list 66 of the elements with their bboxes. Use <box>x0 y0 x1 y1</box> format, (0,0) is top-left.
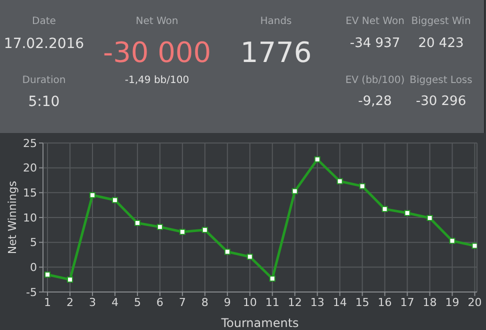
x-tick-label: 15 <box>355 296 370 309</box>
y-tick-label: 10 <box>23 211 37 224</box>
text: -9,28 <box>357 94 393 110</box>
y-tick-label: 15 <box>23 186 37 200</box>
point <box>202 226 208 233</box>
x-tick-label: 19 <box>445 296 460 309</box>
text: 20 423 <box>417 36 465 52</box>
point <box>472 242 477 249</box>
x-tick-label: 14 <box>332 296 347 309</box>
x-tick-label: 16 <box>378 296 392 309</box>
point <box>66 276 73 283</box>
text: -30 296 <box>414 94 468 110</box>
text: EV (bb/100) <box>344 75 406 87</box>
x-tick-label: 5 <box>134 296 141 309</box>
x-tick-label: 3 <box>88 296 96 309</box>
text: 17.02.2016 <box>4 36 84 52</box>
text: -1,49 bb/100 <box>124 75 190 87</box>
x-tick-label: 2 <box>66 296 74 309</box>
x-tick-label: 17 <box>400 296 414 309</box>
point <box>89 192 96 198</box>
point <box>426 214 433 221</box>
point <box>134 220 140 226</box>
x-tick-label: 12 <box>288 296 302 309</box>
point <box>269 276 276 282</box>
point <box>246 254 253 260</box>
x-tick-label: 7 <box>178 296 186 309</box>
text: -34 937 <box>348 36 402 52</box>
y-tick-label: 25 <box>23 136 37 150</box>
x-tick-label: 6 <box>156 296 164 309</box>
text: Biggest Win <box>410 16 472 28</box>
point <box>112 197 118 204</box>
text: Biggest Loss <box>408 75 474 87</box>
x-axis-title: Tournaments <box>220 316 299 330</box>
x-tick-label: 18 <box>422 296 437 309</box>
y-tick-label: -5 <box>26 286 37 299</box>
x-tick-label: 9 <box>224 296 231 309</box>
point <box>359 183 366 190</box>
x-tick-label: 11 <box>265 296 280 309</box>
point <box>404 210 410 216</box>
text: Net Won <box>134 16 180 28</box>
x-tick-label: 13 <box>310 296 324 309</box>
point <box>336 178 343 184</box>
point <box>382 206 388 212</box>
point <box>292 188 298 194</box>
text: EV Net Won <box>344 16 406 28</box>
y-axis-title: Net Winnings <box>6 180 19 254</box>
text: Hands <box>259 16 293 28</box>
point <box>449 238 456 244</box>
point <box>224 248 230 255</box>
x-tick-label: 10 <box>242 296 257 309</box>
point <box>179 228 186 235</box>
text: 5:10 <box>27 94 61 110</box>
y-tick-label: 5 <box>30 236 37 250</box>
point <box>44 272 50 278</box>
x-tick-label: 1 <box>44 296 51 309</box>
x-tick-label: 20 <box>468 296 482 309</box>
y-tick-label: 20 <box>23 162 37 175</box>
point <box>314 156 320 162</box>
text: Duration <box>21 75 67 87</box>
point <box>156 224 163 230</box>
y-tick-label: 0 <box>30 261 37 274</box>
text: Date <box>31 16 57 28</box>
text: -30 000 <box>102 36 212 70</box>
x-tick-label: 4 <box>111 296 118 309</box>
x-tick-label: 8 <box>201 296 208 309</box>
text: 1776 <box>240 36 312 70</box>
